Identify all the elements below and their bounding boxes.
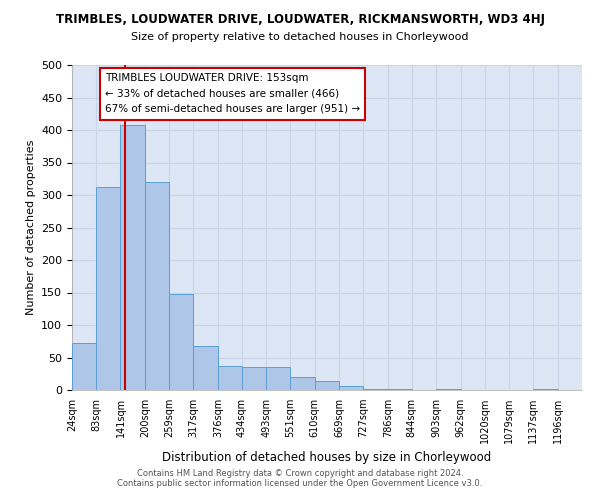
Bar (533, 388, 557, 390)
Bar (266, 367, 290, 390)
Bar (388, 388, 412, 390)
Y-axis label: Number of detached properties: Number of detached properties (26, 140, 35, 315)
Bar (193, 346, 218, 390)
Bar (339, 386, 363, 390)
Bar (97, 187, 121, 390)
Bar (436, 388, 461, 390)
Bar (121, 126, 145, 390)
Text: TRIMBLES, LOUDWATER DRIVE, LOUDWATER, RICKMANSWORTH, WD3 4HJ: TRIMBLES, LOUDWATER DRIVE, LOUDWATER, RI… (56, 12, 545, 26)
Bar (242, 367, 266, 390)
Bar (290, 377, 315, 390)
Text: TRIMBLES LOUDWATER DRIVE: 153sqm
← 33% of detached houses are smaller (466)
67% : TRIMBLES LOUDWATER DRIVE: 153sqm ← 33% o… (105, 73, 360, 114)
Bar (218, 366, 242, 390)
Bar (72, 343, 97, 390)
Bar (315, 381, 339, 390)
Bar (363, 388, 388, 390)
Bar (145, 182, 169, 390)
X-axis label: Distribution of detached houses by size in Chorleywood: Distribution of detached houses by size … (163, 452, 491, 464)
Bar (169, 294, 193, 390)
Text: Contains public sector information licensed under the Open Government Licence v3: Contains public sector information licen… (118, 478, 482, 488)
Text: Contains HM Land Registry data © Crown copyright and database right 2024.: Contains HM Land Registry data © Crown c… (137, 468, 463, 477)
Text: Size of property relative to detached houses in Chorleywood: Size of property relative to detached ho… (131, 32, 469, 42)
